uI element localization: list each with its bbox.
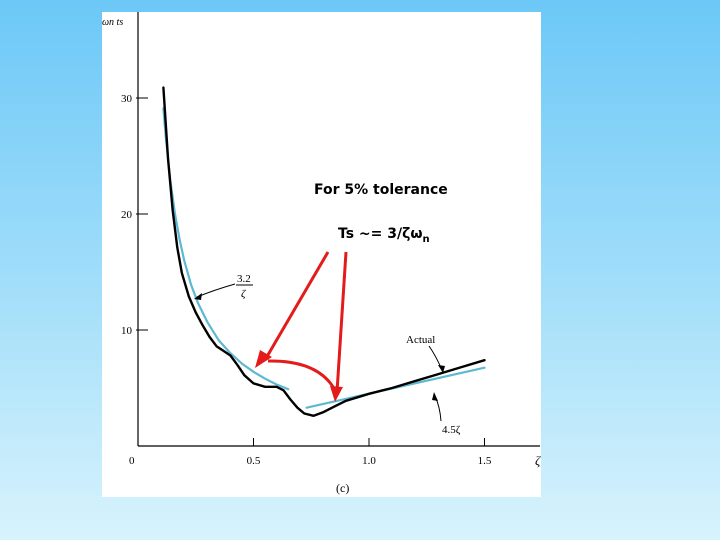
settling-time-formula: Ts ~= 3/ζωn [338,226,430,245]
callout-arrowhead-actual [438,365,445,373]
y-tick-label: 30 [121,93,133,105]
callout-arrowhead-3-2 [194,293,202,300]
formula-main: Ts ~= 3/ζω [338,226,423,242]
callout-3-2-over-zeta: 3.2 ζ [194,273,253,300]
red-arrowhead-envelope [255,350,272,368]
tolerance-label: For 5% tolerance [314,182,448,198]
callout-4-5-zeta-label: 4.5ζ [442,424,461,436]
red-arrow-to-envelope [263,251,330,361]
x-tick-label: 1.5 [478,455,492,467]
formula-subscript: n [423,234,430,245]
red-curved-connector [267,359,338,393]
x-tick-label: 0.5 [247,455,261,467]
callout-actual-label: Actual [406,334,435,346]
red-arrow-to-actual [335,251,348,393]
red-arrows [255,251,348,402]
actual-curve [162,86,486,417]
callout-zeta-denominator: ζ [241,288,247,300]
red-arrowhead-actual [330,386,343,402]
y-tick-label: 20 [121,209,133,221]
settling-time-chart: ωn ts ζ (c) 0 0.5 1.0 1.5 10 20 30 3.2 ζ Actua… [102,12,541,495]
callout-actual: Actual [406,334,445,373]
callout-4-5-zeta: 4.5ζ [432,392,461,436]
chart-caption: (c) [336,481,349,495]
y-tick-label: 10 [121,325,133,337]
axis-ticks: 0 0.5 1.0 1.5 10 20 30 [121,93,492,467]
callout-3-2-numerator: 3.2 [237,273,251,285]
x-axis-label: ζ [535,453,541,468]
x-tick-label: 1.0 [362,455,376,467]
series-lines [162,86,486,417]
callout-arrowhead-4-5-zeta [432,392,438,401]
x-tick-label: 0 [129,455,135,467]
y-axis-label: ωn ts [102,17,123,28]
chart-panel: ωn ts ζ (c) 0 0.5 1.0 1.5 10 20 30 3.2 ζ Actua… [102,12,541,497]
